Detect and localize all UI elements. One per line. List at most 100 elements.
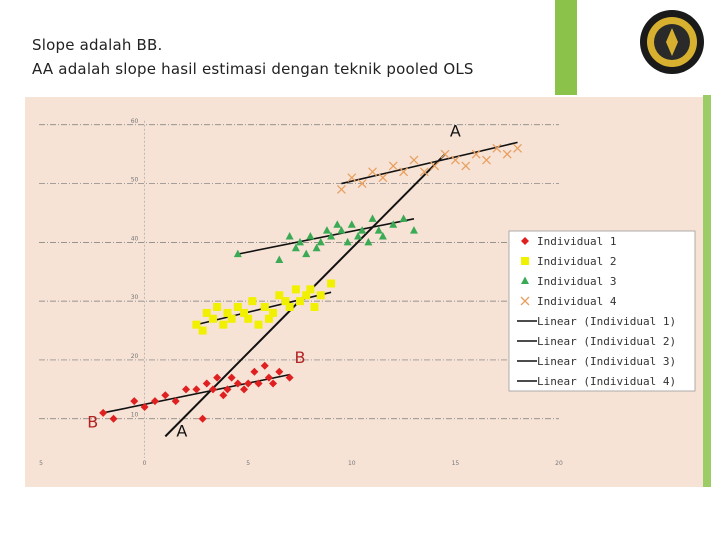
x-stroke (409, 155, 419, 165)
data-point-series-3 (358, 226, 367, 234)
data-point-series-1 (130, 397, 139, 406)
data-point-series-3 (343, 237, 352, 246)
data-point-series-1 (171, 397, 180, 406)
data-point-series-4 (388, 161, 398, 171)
data-point-series-1 (240, 385, 249, 394)
accent-bar-top (555, 0, 577, 95)
x-stroke (520, 296, 530, 306)
data-point-series-1 (223, 385, 232, 394)
x-tick-label: 10 (348, 460, 356, 467)
data-point-series-2 (219, 320, 228, 329)
y-tick-label: 10 (131, 412, 139, 419)
slide-title-line-1: Slope adalah BB. (32, 36, 163, 54)
x-stroke (419, 167, 429, 177)
annotation-label-a: A (450, 122, 461, 141)
data-point-series-3 (364, 237, 373, 246)
legend-marker (521, 257, 529, 265)
data-point-series-1 (109, 414, 118, 423)
annotation-label-a: A (176, 421, 187, 440)
data-point-series-3 (333, 220, 342, 228)
x-tick-label: 0 (143, 460, 147, 467)
x-stroke (461, 161, 471, 171)
data-point-series-2 (202, 308, 211, 317)
data-point-series-1 (140, 402, 149, 411)
data-point-series-1 (260, 361, 269, 370)
data-point-series-1 (254, 379, 263, 388)
x-stroke (336, 184, 346, 194)
x-stroke (378, 173, 388, 183)
data-point-series-3 (347, 220, 356, 228)
trend-line (237, 218, 415, 255)
data-point-series-4 (482, 155, 491, 165)
data-point-series-2 (285, 303, 294, 312)
legend-entry-label: Linear (Individual 4) (537, 375, 676, 388)
data-point-series-4 (368, 167, 377, 177)
x-stroke (502, 149, 512, 159)
data-point-series-4 (419, 167, 429, 177)
data-point-series-3 (354, 231, 363, 240)
data-point-series-3 (327, 231, 336, 240)
y-tick-label: 40 (131, 235, 139, 242)
data-point-series-1 (250, 367, 259, 376)
x-stroke (482, 155, 491, 165)
slide-title-line-2: AA adalah slope hasil estimasi dengan te… (32, 60, 474, 78)
data-point-series-1 (99, 408, 108, 417)
data-point-series-3 (374, 226, 383, 234)
data-point-series-3 (337, 226, 346, 234)
data-point-series-2 (302, 291, 311, 300)
data-point-series-4 (378, 173, 388, 183)
data-point-series-4 (347, 173, 357, 183)
data-point-series-3 (399, 214, 408, 222)
legend-marker (521, 276, 529, 284)
data-point-series-4 (399, 167, 409, 177)
y-tick-label: 20 (131, 353, 139, 360)
data-point-series-1 (161, 391, 170, 400)
legend-box (508, 230, 696, 392)
x-stroke (513, 143, 523, 153)
data-point-series-1 (219, 391, 228, 400)
data-point-series-2 (260, 303, 269, 312)
data-point-series-1 (150, 397, 159, 406)
data-point-series-1 (244, 379, 253, 388)
data-point-series-1 (208, 385, 217, 394)
data-point-series-1 (198, 414, 207, 423)
data-point-series-3 (312, 243, 321, 252)
accent-bar-right (703, 95, 711, 487)
data-point-series-1 (213, 373, 222, 382)
data-point-series-4 (357, 179, 367, 189)
x-stroke (399, 167, 409, 177)
data-point-series-2 (248, 297, 257, 306)
data-point-series-4 (471, 149, 481, 159)
data-point-series-4 (502, 149, 512, 159)
data-point-series-2 (198, 326, 207, 335)
legend-marker (521, 237, 529, 245)
data-point-series-2 (240, 308, 249, 317)
x-stroke (388, 161, 398, 171)
data-point-series-2 (254, 320, 263, 329)
legend-entry-label: Individual 3 (537, 275, 616, 288)
data-point-series-4 (492, 143, 502, 153)
data-point-series-3 (409, 226, 418, 234)
y-tick-label: 50 (131, 177, 139, 184)
data-point-series-1 (182, 385, 191, 394)
data-point-series-2 (233, 303, 242, 312)
data-point-series-4 (461, 161, 471, 171)
data-point-series-1 (285, 373, 294, 382)
data-point-series-1 (227, 373, 236, 382)
y-tick-label: 30 (131, 294, 139, 301)
data-point-series-4 (336, 184, 346, 194)
data-point-series-3 (302, 249, 311, 258)
university-seal-icon (640, 10, 704, 74)
data-point-series-3 (233, 249, 242, 258)
legend-entry-label: Individual 4 (537, 295, 617, 308)
data-point-series-4 (409, 155, 419, 165)
x-stroke (450, 155, 460, 165)
data-point-series-2 (275, 291, 284, 300)
data-point-series-4 (430, 161, 440, 171)
data-point-series-2 (223, 308, 232, 317)
data-point-series-4 (450, 155, 460, 165)
x-stroke (471, 149, 481, 159)
data-point-series-1 (264, 373, 273, 382)
data-point-series-2 (264, 314, 273, 323)
data-point-series-3 (296, 237, 304, 246)
